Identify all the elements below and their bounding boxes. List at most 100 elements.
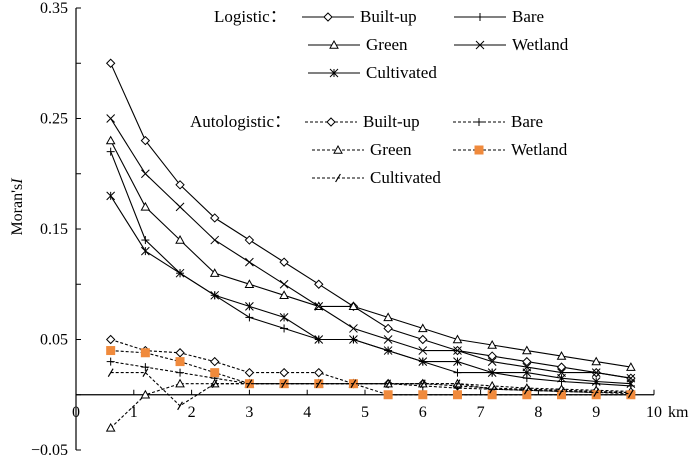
legend-group-autologistic: Autologistic： [190,112,291,131]
data-point [418,346,428,355]
data-point [452,390,462,400]
data-point [106,191,116,201]
data-point [350,379,357,389]
data-point [453,346,462,355]
y-tick-label: 0.35 [40,0,68,17]
legend-label: Built-up [360,7,417,26]
data-point [487,339,498,349]
data-point [106,114,116,123]
y-axis-label: Moran'sI [9,178,26,236]
legend-swatch [453,118,505,126]
data-point [383,323,393,334]
legend-label: Built-up [363,112,420,131]
data-point [244,279,255,288]
x-tick-label: 2 [188,404,196,421]
data-point [348,301,359,311]
legend-marker [335,173,341,183]
legend-swatch [454,13,506,21]
data-point [281,379,287,389]
legend-swatch [308,39,360,49]
x-tick-label: 1 [130,404,138,421]
data-point [141,246,150,256]
data-point [452,334,463,344]
x-tick-label: 6 [419,404,427,421]
legend-label: Cultivated [366,63,437,82]
data-point [106,147,115,156]
data-point [487,390,497,400]
legend-swatch [302,12,354,22]
data-point [279,257,289,267]
data-point [177,401,183,411]
series-line [110,140,631,368]
data-point [627,389,634,398]
y-tick-label: 0.15 [40,221,68,238]
data-point [211,379,218,389]
data-point [105,422,116,432]
data-point [419,379,426,389]
x-tick-label: 7 [477,404,485,421]
data-point [175,235,185,244]
legend-marker [474,145,484,155]
y-tick-label: 0.25 [40,111,68,128]
data-point [279,290,289,299]
data-point [591,356,602,366]
legend-label: Bare [512,7,544,26]
x-tick-label: 10 [646,404,662,421]
data-point [557,373,566,383]
y-axis-label-text: Moran's [9,184,26,236]
data-point [487,357,497,366]
data-point [383,312,393,322]
data-point [591,377,601,386]
data-point [176,368,185,377]
data-point [349,335,358,344]
data-point [383,346,393,355]
data-point [245,257,254,267]
tick-labels: 0 1 2 3 4 5 6 7 8 9 10 km −0.05 0.05 0.15 0.25 0.35 [31,0,689,457]
data-point [105,58,116,68]
data-point [279,313,289,322]
series-line [110,195,631,385]
data-point [280,324,289,333]
data-point [140,135,151,146]
data-point [106,346,116,356]
y-tick-label: 0.05 [40,332,68,349]
data-point [210,368,220,378]
data-point [175,357,185,367]
data-point [454,379,461,389]
data-point [210,213,220,223]
series-autologistic-cultivated [107,368,634,411]
legend-marker [323,12,333,22]
legend-marker [326,117,336,127]
x-tick-label: 3 [245,404,253,421]
legend-marker [476,13,484,21]
data-point [383,335,393,344]
data-point [417,323,428,333]
data-point [140,348,150,358]
data-point [210,356,220,367]
data-point [591,390,601,400]
legend-label: Wetland [512,35,569,54]
data-point [489,384,496,394]
data-point [385,379,392,389]
data-point [556,362,567,372]
data-point [210,235,220,245]
data-point [314,279,324,289]
data-point [453,357,462,366]
legend-marker [475,40,485,50]
y-axis-label-symbol: I [9,178,26,185]
data-point [244,367,255,378]
data-point [246,379,253,389]
data-point [141,363,150,372]
legend-label: Green [370,140,412,159]
data-point [175,268,185,278]
data-point [315,379,322,389]
legend-label: Wetland [511,140,568,159]
data-point [106,357,115,366]
data-point [209,268,220,277]
series-logistic-green [105,135,636,371]
x-unit-label: km [668,404,689,421]
data-point [626,362,636,371]
data-point [107,368,114,377]
data-point [349,324,358,333]
legend-label: Bare [511,112,543,131]
